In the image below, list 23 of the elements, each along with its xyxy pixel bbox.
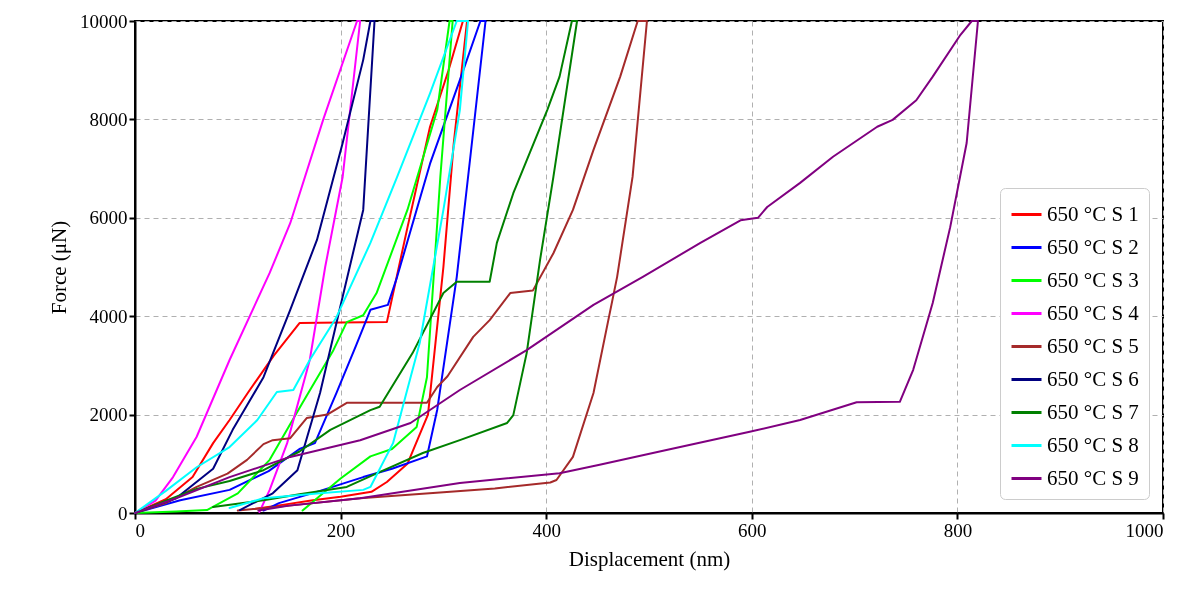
- x-tick-label: 400: [532, 519, 561, 541]
- x-tick-label: 800: [943, 519, 973, 541]
- legend-label: 650 °C S 8: [1047, 432, 1139, 457]
- y-tick-label: 10000: [80, 10, 128, 32]
- y-tick-label: 8000: [89, 108, 128, 130]
- y-tick-label: 6000: [89, 207, 128, 229]
- legend-label: 650 °C S 3: [1047, 267, 1139, 292]
- x-axis-title: Displacement (nm): [568, 546, 731, 571]
- y-tick-label: 4000: [89, 305, 128, 327]
- y-tick-label: 0: [118, 502, 128, 524]
- legend-label: 650 °C S 2: [1047, 234, 1139, 259]
- x-tick-label: 1000: [1125, 519, 1164, 541]
- legend-label: 650 °C S 5: [1047, 333, 1139, 358]
- legend-label: 650 °C S 7: [1047, 399, 1139, 424]
- x-tick-label: 600: [738, 519, 767, 541]
- legend-label: 650 °C S 6: [1047, 366, 1139, 391]
- legend-label: 650 °C S 4: [1047, 300, 1140, 325]
- y-tick-label: 2000: [89, 404, 128, 426]
- x-tick-label: 0: [135, 519, 145, 541]
- y-axis-title: Force (μN): [47, 220, 71, 315]
- legend-label: 650 °C S 1: [1047, 201, 1139, 226]
- legend-label: 650 °C S 9: [1047, 465, 1139, 490]
- x-tick-label: 200: [326, 519, 356, 541]
